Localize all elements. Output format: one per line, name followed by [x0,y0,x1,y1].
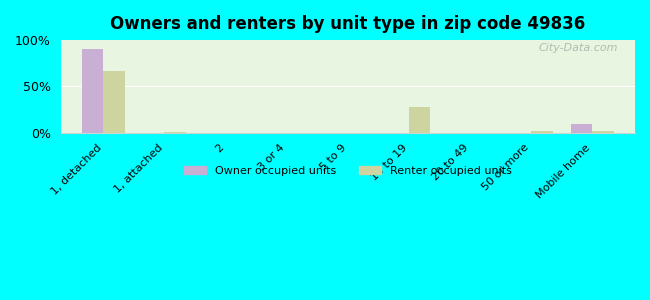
Bar [592,131,614,133]
Bar [531,131,552,133]
Title: Owners and renters by unit type in zip code 49836: Owners and renters by unit type in zip c… [110,15,586,33]
Bar [164,132,186,133]
Legend: Owner occupied units, Renter occupied units: Owner occupied units, Renter occupied un… [179,162,516,181]
Text: City-Data.com: City-Data.com [538,43,617,53]
Bar [82,50,103,133]
Bar [409,107,430,133]
Bar [103,70,125,133]
Bar [571,124,592,133]
